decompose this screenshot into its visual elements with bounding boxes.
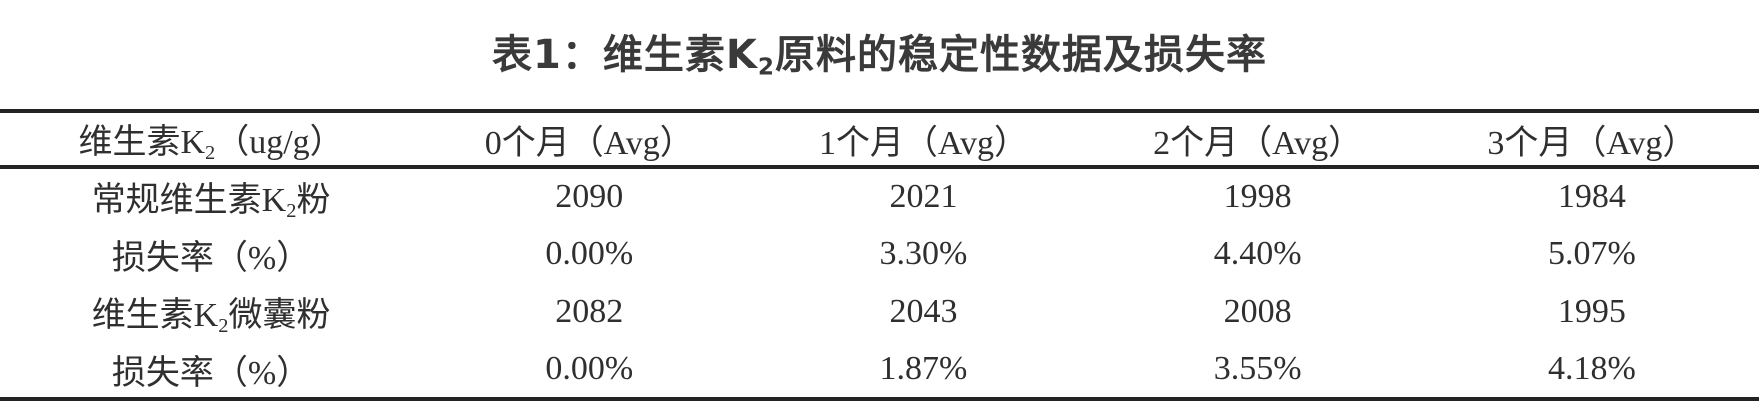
- column-header-month-1: 1个月（Avg）: [756, 111, 1091, 170]
- data-cell: 3.30%: [879, 235, 968, 273]
- row-label: 损失率（%）: [111, 239, 311, 277]
- data-cell: 1984: [1557, 178, 1626, 216]
- data-cell: 0.00%: [545, 235, 634, 273]
- data-cell: 1998: [1223, 178, 1292, 216]
- column-header-month-3: 3个月（Avg）: [1424, 111, 1759, 170]
- data-cell: 1995: [1557, 293, 1626, 331]
- data-cell: 2043: [889, 293, 958, 331]
- data-cell: 3.55%: [1213, 350, 1302, 388]
- data-cell: 1.87%: [879, 350, 968, 388]
- table-row: 损失率（%） 0.00% 3.30% 4.40% 5.07%: [0, 225, 1759, 283]
- document-page: 表1：维生素K2原料的稳定性数据及损失率 维生素K2（ug/g） 0个月（Avg…: [0, 26, 1759, 413]
- data-cell: 2008: [1223, 293, 1292, 331]
- data-cell: 2090: [555, 178, 624, 216]
- column-header-sample: 维生素K2（ug/g）: [0, 111, 423, 170]
- table-header-row: 维生素K2（ug/g） 0个月（Avg） 1个月（Avg） 2个月（Avg） 3…: [0, 111, 1759, 170]
- data-cell: 4.18%: [1547, 350, 1636, 388]
- data-cell: 5.07%: [1547, 235, 1636, 273]
- column-header-month-0: 0个月（Avg）: [422, 111, 757, 170]
- table-row: 维生素K2微囊粉 2082 2043 2008 1995: [0, 283, 1759, 341]
- row-label: 常规维生素K2粉: [91, 181, 331, 223]
- table-row: 常规维生素K2粉 2090 2021 1998 1984: [0, 167, 1759, 225]
- table-title: 表1：维生素K2原料的稳定性数据及损失率: [492, 32, 1267, 81]
- column-header-month-2: 2个月（Avg）: [1090, 111, 1425, 170]
- data-cell: 2021: [889, 178, 958, 216]
- row-label: 维生素K2微囊粉: [91, 296, 331, 338]
- table-row: 损失率（%） 0.00% 1.87% 3.55% 4.18%: [0, 341, 1759, 399]
- data-cell: 4.40%: [1213, 235, 1302, 273]
- data-cell: 2082: [555, 293, 624, 331]
- data-cell: 0.00%: [545, 350, 634, 388]
- stability-data-table: 维生素K2（ug/g） 0个月（Avg） 1个月（Avg） 2个月（Avg） 3…: [0, 109, 1759, 402]
- row-label: 损失率（%）: [111, 354, 311, 392]
